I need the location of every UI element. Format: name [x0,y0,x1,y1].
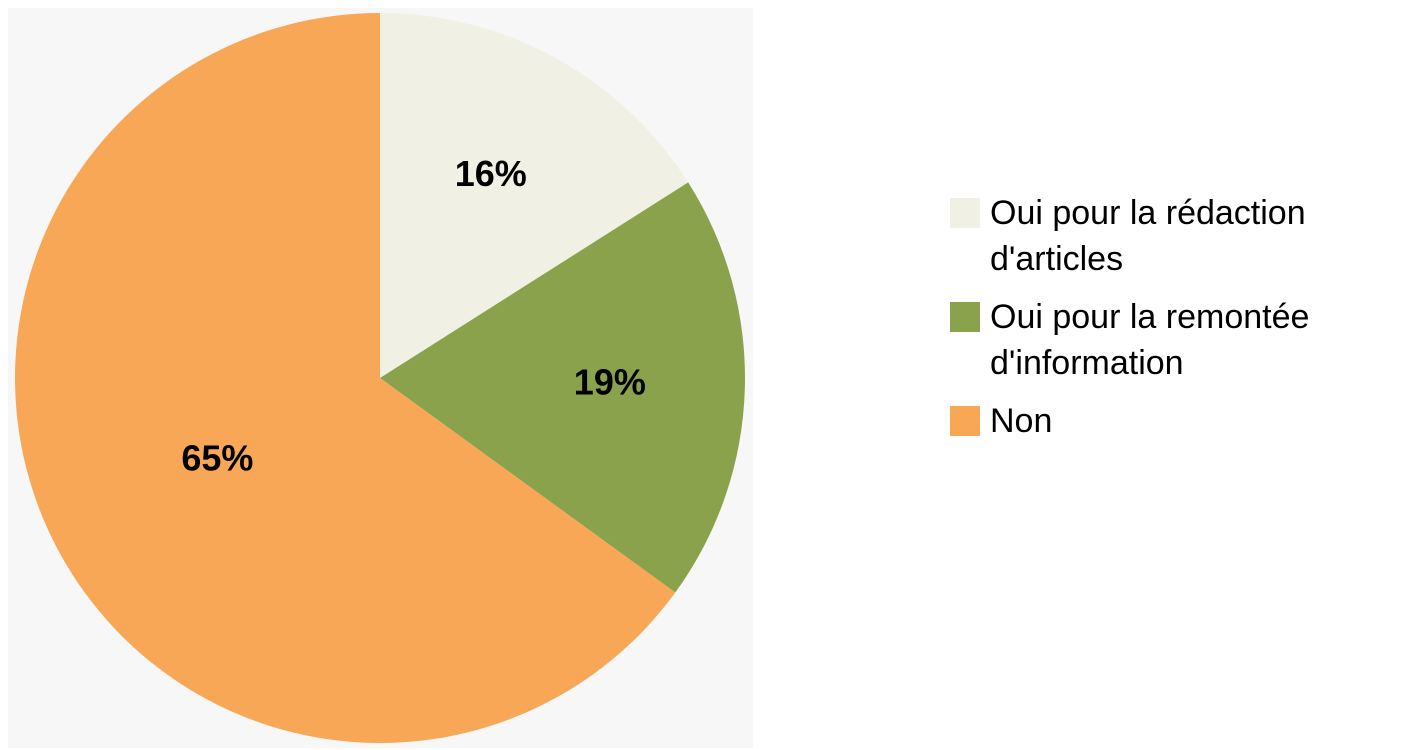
legend: Oui pour la rédaction d'articles Oui pour… [950,190,1410,456]
data-label: 16% [455,153,527,194]
pie-slice [380,182,745,593]
legend-item: Non [950,398,1410,444]
legend-label: Non [990,402,1053,440]
legend-item: Oui pour la remontée d'information [950,294,1410,386]
legend-swatch [950,406,980,436]
pie-slice [380,13,689,378]
legend-item: Oui pour la rédaction d'articles [950,190,1410,282]
data-label: 65% [181,437,253,478]
legend-swatch [950,198,980,228]
pie-slice [15,13,676,743]
legend-label: Oui pour la rédaction d'articles [990,194,1306,278]
data-label: 19% [574,362,646,403]
legend-swatch [950,302,980,332]
legend-label: Oui pour la remontée d'information [990,298,1310,382]
